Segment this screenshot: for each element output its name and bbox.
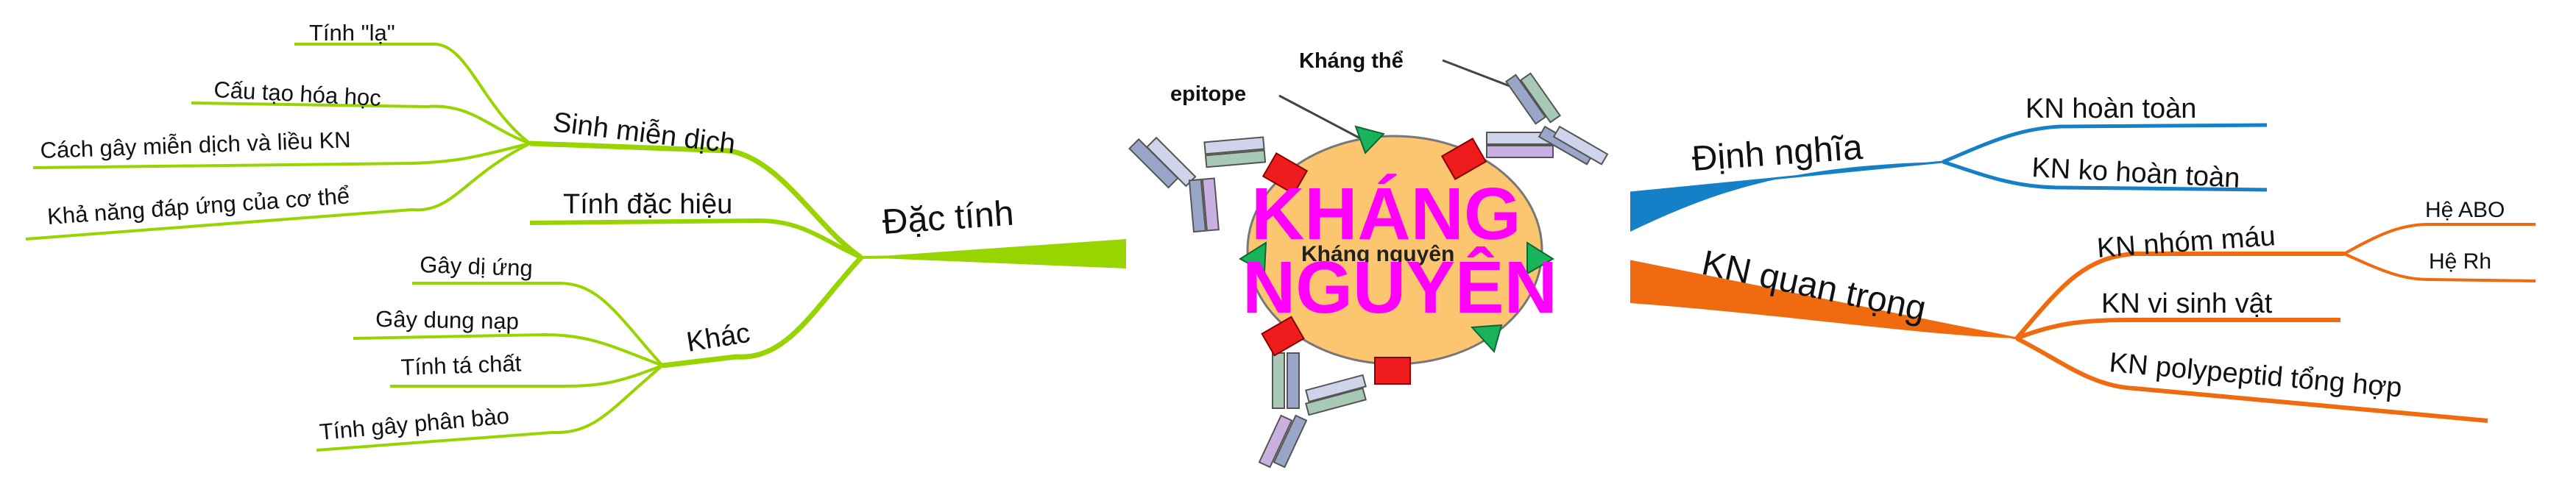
connector-khac-fan-1 [412,282,664,367]
epitope-green-3 [1526,241,1554,275]
branch-dinh-nghia: Định nghĩa KN hoàn toàn KN ko hoàn toàn [1630,93,2268,232]
connector-khac-fan-3 [390,364,663,388]
center-illustration: epitope Kháng thể [1128,49,1609,469]
label-kn-vi-sinh-vat: KN vi sinh vật [2101,288,2273,319]
connector-sinh-fan-2 [191,102,531,145]
epitope-red-2 [1440,138,1487,180]
antibody-bottom-icon [1258,352,1367,469]
epitope-green-1 [1354,125,1385,154]
label-khac: Khác [684,318,752,358]
epitope-green-2 [1239,241,1267,274]
connector-kn-nhom-mau [2014,252,2344,340]
epitope-red-3 [1261,316,1305,357]
connector-tinh-dac-hieu [529,218,863,260]
underline-kn-quan-trong [1630,260,2017,340]
connector-kn-hoan-toan [1942,123,2268,164]
connector-sinh-mien-dich [529,140,863,260]
connector-sinh-fan-3 [32,142,531,169]
branch-dac-tinh: Đặc tính Sinh miễn dịch Tính "lạ" Cấu tạ… [25,20,1127,452]
dinh-nghia-item-kn-hoan-toan: KN hoàn toàn [2025,93,2196,124]
connector-kn-ko-hoan-toan [1942,160,2268,192]
label-kn-polypeptid: KN polypeptid tổng hợp [2108,347,2403,404]
connector-main-dinh-nghia [1630,162,1943,232]
antibody-right-icon [1486,72,1609,166]
sinh-item-cach-gay-mien-dich: Cách gây miễn dịch và liều KN [40,127,351,163]
label-sinh-mien-dich: Sinh miễn dịch [551,106,737,160]
label-kn-nhom-mau: KN nhóm máu [2096,221,2276,264]
epitope-callout-line [1278,94,1361,140]
epitope-red-4 [1374,357,1411,385]
khac-item-gay-di-ung: Gây dị ứng [420,252,534,281]
antibody-label: Kháng thể [1299,49,1404,73]
sinh-item-kha-nang-dap-ung: Khả năng đáp ứng của cơ thể [46,182,350,229]
sinh-item-tinh-la: Tính "lạ" [309,20,395,46]
connector-khac-fan-2 [353,332,663,367]
khac-item-gay-dung-nap: Gây dung nạp [375,306,519,334]
center-title-line1: KHÁNG [1251,173,1521,255]
antibody-left-icon [1128,136,1267,233]
connector-he-abo [2343,223,2536,255]
branch-kn-quan-trong: KN quan trọng KN nhóm máu Hệ ABO Hệ Rh K… [1630,198,2536,423]
connector-he-rh [2343,252,2536,282]
connector-kn-vi-sinh-vat [2015,318,2340,341]
connector-main-dac-tinh [861,239,1126,268]
underline-dac-tinh [860,252,1127,259]
label-tinh-dac-hieu: Tính đặc hiệu [563,189,732,220]
connector-khac [662,255,863,369]
epitope-green-4 [1470,324,1503,354]
connector-kn-polypeptid [2015,336,2488,423]
connector-khac-fan-4 [316,364,664,452]
center-title-line2: NGUYÊN [1242,246,1557,329]
center-inner-label: Kháng nguyên [1301,242,1454,266]
connector-sinh-fan-4 [25,142,531,241]
connector-sinh-fan-1 [294,43,531,145]
epitope-red-1 [1262,152,1309,195]
sinh-item-cau-tao-hoa-hoc: Cấu tạo hóa học [213,76,382,111]
underline-dinh-nghia [1630,160,1944,194]
epitope-label: epitope [1170,82,1246,106]
kn-nhom-mau-item-he-rh: Hệ Rh [2429,249,2491,274]
kn-nhom-mau-item-he-abo: Hệ ABO [2425,198,2505,222]
khac-item-tinh-ta-chat: Tính tá chất [400,350,522,380]
label-dac-tinh: Đặc tính [881,194,1015,242]
